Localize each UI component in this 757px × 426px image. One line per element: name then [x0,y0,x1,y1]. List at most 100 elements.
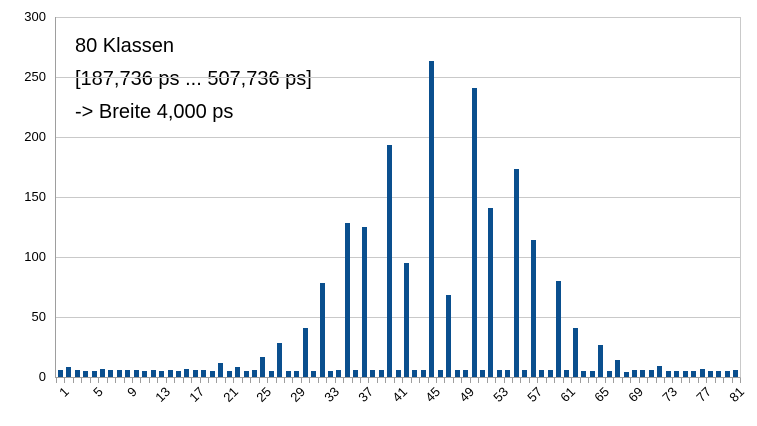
histogram-bar-44 [420,369,426,377]
histogram-bar-56 [522,369,528,377]
histogram-bar-32 [319,283,325,377]
histogram-bar-7 [108,369,114,377]
histogram-bar-43 [412,369,418,377]
x-axis-tick [486,378,488,383]
gridline-y300 [56,17,740,18]
x-axis-tick [132,378,133,383]
histogram-bar-2 [66,367,72,377]
histogram-bar-37 [361,227,367,377]
x-axis-tick [427,378,429,383]
histogram-bar-5 [91,371,97,377]
histogram-bar-6 [99,368,105,377]
x-axis-tick [241,378,243,383]
x-axis-tick [452,378,454,383]
histogram-bar-18 [201,369,207,377]
histogram-bar-39 [378,369,384,377]
x-axis-tick [647,378,649,383]
histogram-bar-65 [598,344,604,377]
annotation-line-2: [187,736 ps ... 507,736 ps] [75,68,312,90]
histogram-bar-51 [479,369,485,377]
x-axis-tick [385,378,387,383]
histogram-bar-22 [235,367,241,377]
x-axis-tick [326,378,328,383]
x-axis-tick [89,378,91,383]
histogram-bar-20 [218,362,224,377]
x-axis-tick [419,378,421,383]
x-axis-label-text: 81 [726,384,748,405]
histogram-bar-64 [589,371,595,377]
histogram-bar-80 [724,371,730,377]
x-axis-tick [191,378,193,383]
histogram-bar-76 [691,371,697,377]
x-axis-tick [165,378,167,383]
x-axis-tick [604,378,606,383]
histogram-bar-30 [302,327,308,377]
histogram-bar-3 [74,369,80,377]
x-axis-tick [224,378,226,383]
x-axis-tick [537,378,539,383]
x-axis-tick [98,378,100,383]
x-axis-tick [376,378,378,383]
x-axis-tick [478,378,480,383]
histogram-bar-62 [572,327,578,377]
x-axis-tick [579,378,581,383]
x-axis-tick [351,378,353,383]
histogram-bar-33 [327,371,333,377]
histogram-bar-8 [116,369,122,377]
gridline-y250 [56,77,740,78]
histogram-bar-77 [699,368,705,377]
histogram-bar-14 [167,369,173,377]
x-axis-tick [199,378,201,383]
x-axis-tick [545,378,547,383]
y-axis-label-250: 250 [24,69,46,84]
histogram-bar-58 [539,369,545,377]
x-axis-tick [402,378,404,383]
histogram-bar-73 [665,371,671,377]
histogram-bar-13 [159,371,165,377]
histogram-bar-74 [674,371,680,377]
y-axis-label-0: 0 [38,369,46,384]
x-axis-tick [216,378,218,383]
x-axis-label-text: 45 [422,384,444,405]
histogram-bar-72 [657,366,663,377]
x-axis-tick [740,378,741,383]
x-axis-tick [697,378,699,383]
chart-annotation: 80 Klassen [187,736 ps ... 507,736 ps] -… [75,30,312,129]
histogram-bar-9 [125,369,131,377]
histogram-bar-63 [581,371,587,377]
x-axis-label-text: 5 [89,384,106,400]
x-axis-label-text: 49 [456,384,478,405]
x-axis-label-text: 57 [523,384,545,405]
x-axis-tick [664,378,665,383]
histogram-bar-19 [209,371,215,377]
x-axis-tick [64,378,66,383]
x-axis-label-text: 33 [321,384,343,405]
histogram-bar-70 [640,369,646,377]
histogram-bar-1 [57,369,63,377]
histogram-bar-66 [606,371,612,377]
histogram-bar-16 [184,368,190,377]
x-axis-tick [680,378,682,383]
histogram-bar-4 [83,371,89,377]
x-axis-tick [81,378,83,383]
x-axis-tick [300,378,302,383]
x-axis-tick [292,378,294,383]
histogram-bar-69 [631,369,637,377]
x-axis-tick [436,378,437,383]
x-axis-label-text: 41 [388,384,410,405]
x-axis-tick [410,378,412,383]
histogram-bar-11 [142,371,148,377]
x-axis-tick [157,378,159,383]
histogram-bar-40 [387,145,393,377]
x-axis-label-text: 37 [354,384,376,405]
x-axis-label-text: 61 [557,384,579,405]
x-axis-label-text: 17 [186,384,207,405]
x-axis-tick [140,378,142,383]
histogram-bar-28 [285,371,291,377]
histogram-bar-49 [463,369,469,377]
x-axis-tick [393,378,395,383]
x-axis-tick [672,378,674,383]
x-axis-tick [444,378,446,383]
histogram-bar-60 [555,281,561,377]
